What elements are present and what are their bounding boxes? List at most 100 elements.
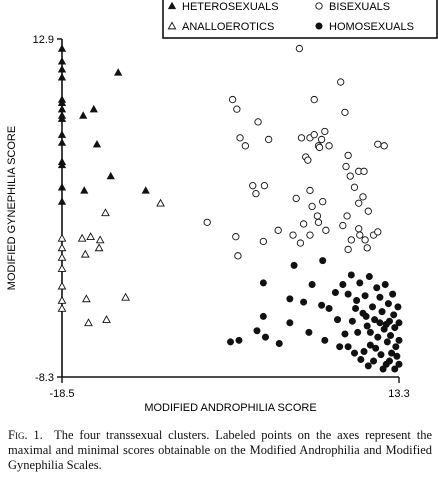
legend-label-heterosexuals: HETEROSEXUALS [182, 1, 279, 13]
point-homosexuals-39 [373, 284, 381, 292]
point-homosexuals-13 [318, 301, 326, 309]
point-bisexuals-36 [322, 226, 330, 234]
point-homosexuals-21 [341, 330, 349, 338]
point-homosexuals-58 [395, 319, 403, 327]
point-homosexuals-42 [377, 351, 385, 359]
point-bisexuals-11 [260, 182, 269, 190]
point-analloerotics-8 [80, 249, 90, 258]
point-homosexuals-65 [385, 357, 393, 365]
point-bisexuals-4 [203, 218, 211, 226]
point-homosexuals-1 [235, 336, 243, 344]
point-bisexuals-19 [310, 131, 318, 139]
point-homosexuals-10 [300, 298, 308, 306]
point-bisexuals-8 [265, 135, 273, 144]
point-bisexuals-30 [313, 212, 322, 220]
point-homosexuals-32 [361, 292, 369, 300]
point-bisexuals-27 [299, 220, 308, 228]
point-homosexuals-27 [353, 296, 361, 304]
point-bisexuals-13 [274, 226, 282, 234]
point-homosexuals-8 [286, 295, 294, 303]
point-heterosexuals-20 [114, 68, 123, 76]
point-bisexuals-55 [380, 142, 388, 150]
y-tick-label-max: 12.9 [33, 34, 54, 46]
point-bisexuals-40 [342, 162, 350, 171]
point-homosexuals-60 [395, 360, 403, 368]
point-heterosexuals-16 [80, 186, 89, 194]
legend-marker-analloerotics [167, 21, 177, 30]
point-homosexuals-56 [393, 352, 401, 360]
point-homosexuals-37 [370, 357, 378, 365]
point-bisexuals-45 [360, 167, 368, 175]
point-homosexuals-69 [382, 320, 390, 328]
point-homosexuals-63 [372, 344, 380, 352]
point-homosexuals-57 [394, 303, 402, 311]
point-heterosexuals-3 [57, 73, 67, 81]
point-heterosexuals-2 [57, 65, 67, 73]
point-analloerotics-16 [121, 292, 130, 301]
point-heterosexuals-1 [57, 57, 67, 65]
point-bisexuals-59 [344, 245, 352, 254]
point-bisexuals-51 [355, 225, 363, 233]
point-homosexuals-6 [275, 340, 283, 348]
point-homosexuals-9 [290, 261, 298, 269]
data-points [57, 44, 403, 373]
point-homosexuals-36 [369, 303, 377, 311]
point-bisexuals-35 [314, 218, 323, 226]
point-homosexuals-12 [308, 281, 316, 289]
point-bisexuals-1 [233, 105, 241, 113]
point-homosexuals-43 [378, 308, 386, 316]
point-homosexuals-14 [319, 257, 327, 265]
point-homosexuals-0 [227, 338, 235, 346]
legend-marker-heterosexuals [167, 1, 177, 10]
point-analloerotics-12 [94, 243, 104, 252]
point-homosexuals-17 [331, 288, 339, 296]
point-homosexuals-52 [389, 290, 397, 298]
point-bisexuals-23 [315, 143, 324, 152]
point-homosexuals-67 [366, 328, 374, 336]
scatter-plot: HETEROSEXUALS ANALLOEROTICS BISEXUALS HOMOS… [6, 0, 438, 414]
point-bisexuals-31 [319, 197, 327, 206]
point-bisexuals-26 [292, 194, 300, 203]
point-heterosexuals-21 [141, 186, 150, 194]
point-homosexuals-53 [390, 311, 398, 319]
point-bisexuals-28 [306, 186, 314, 195]
point-analloerotics-10 [84, 318, 93, 327]
point-bisexuals-10 [252, 190, 260, 198]
caption-fig-label: Fig. 1. [8, 428, 43, 442]
point-heterosexuals-15 [79, 111, 88, 119]
point-bisexuals-3 [241, 142, 249, 150]
point-bisexuals-29 [308, 202, 316, 211]
point-bisexuals-49 [339, 221, 347, 230]
point-bisexuals-48 [343, 212, 351, 220]
point-analloerotics-1 [57, 243, 67, 252]
point-homosexuals-34 [365, 273, 373, 281]
point-bisexuals-7 [254, 118, 262, 126]
point-bisexuals-50 [347, 236, 355, 244]
point-homosexuals-61 [357, 355, 365, 363]
x-tick-label-max: 13.3 [388, 388, 409, 400]
point-homosexuals-2 [253, 327, 261, 335]
point-bisexuals-24 [317, 135, 326, 144]
point-homosexuals-24 [347, 271, 355, 279]
point-bisexuals-44 [355, 199, 363, 207]
point-analloerotics-13 [95, 235, 105, 244]
point-analloerotics-9 [82, 294, 91, 303]
legend-label-bisexuals: BISEXUALS [329, 1, 390, 13]
point-bisexuals-6 [234, 252, 242, 260]
legend-marker-bisexuals [315, 2, 323, 10]
point-homosexuals-22 [344, 290, 352, 298]
point-heterosexuals-10 [57, 138, 67, 146]
point-heterosexuals-8 [57, 114, 67, 122]
point-homosexuals-41 [376, 293, 384, 301]
point-bisexuals-32 [289, 231, 297, 239]
point-homosexuals-20 [339, 281, 347, 289]
point-analloerotics-3 [57, 264, 67, 272]
point-analloerotics-14 [101, 208, 110, 217]
point-bisexuals-58 [356, 231, 364, 239]
point-homosexuals-29 [356, 279, 364, 287]
point-bisexuals-9 [249, 182, 257, 190]
point-bisexuals-46 [359, 193, 367, 201]
point-analloerotics-17 [156, 198, 165, 207]
point-homosexuals-3 [259, 312, 267, 320]
x-axis-label: MODIFIED ANDROPHILIA SCORE [144, 402, 316, 414]
